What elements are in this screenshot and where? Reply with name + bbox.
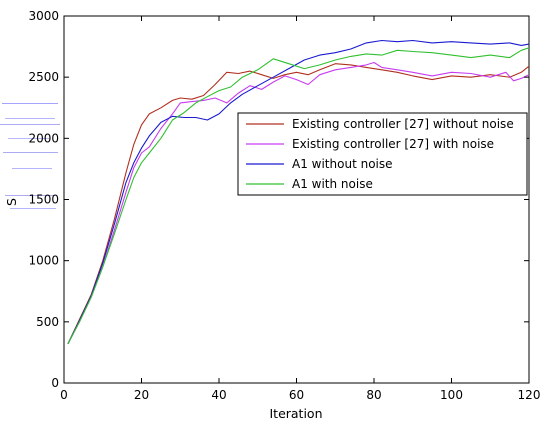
x-tick-label-6: 120 (518, 388, 541, 402)
series-line-0 (67, 63, 530, 345)
y-tick-label-3: 1500 (28, 193, 59, 207)
x-tick-label-1: 20 (134, 388, 149, 402)
plot-area: 0 20 40 60 80 100 120 0 500 1000 1500 2000 2500 3000 (28, 9, 540, 402)
ticks-group: 0 20 40 60 80 100 120 0 500 1000 1500 2000 2500 3000 (28, 9, 540, 402)
y-tick-label-0: 0 (51, 376, 59, 390)
x-axis-label: Iteration (269, 406, 322, 421)
legend-label-0: Existing controller [27] without noise (292, 117, 514, 131)
legend-label-2: A1 without noise (292, 157, 393, 171)
x-tick-label-3: 60 (289, 388, 304, 402)
series-line-1 (67, 61, 530, 345)
plot-frame (63, 15, 530, 384)
y-tick-label-4: 2000 (28, 131, 59, 145)
x-tick-label-2: 40 (211, 388, 226, 402)
legend-label-1: Existing controller [27] with noise (292, 137, 494, 151)
render-artifacts (0, 103, 60, 209)
y-tick-label-5: 2500 (28, 70, 59, 84)
y-tick-label-1: 500 (36, 315, 59, 329)
series-line-2 (67, 39, 530, 345)
x-tick-label-0: 0 (60, 388, 68, 402)
legend-box (237, 112, 528, 196)
legend-label-3: A1 with noise (292, 177, 373, 191)
x-tick-label-4: 80 (366, 388, 381, 402)
y-axis-label: S (4, 198, 19, 206)
y-tick-label-6: 3000 (28, 9, 59, 23)
x-tick-label-5: 100 (440, 388, 463, 402)
y-tick-label-2: 1000 (28, 254, 59, 268)
series-group (67, 39, 530, 345)
legend: Existing controller [27] without noise E… (237, 112, 528, 196)
series-line-3 (67, 47, 530, 345)
